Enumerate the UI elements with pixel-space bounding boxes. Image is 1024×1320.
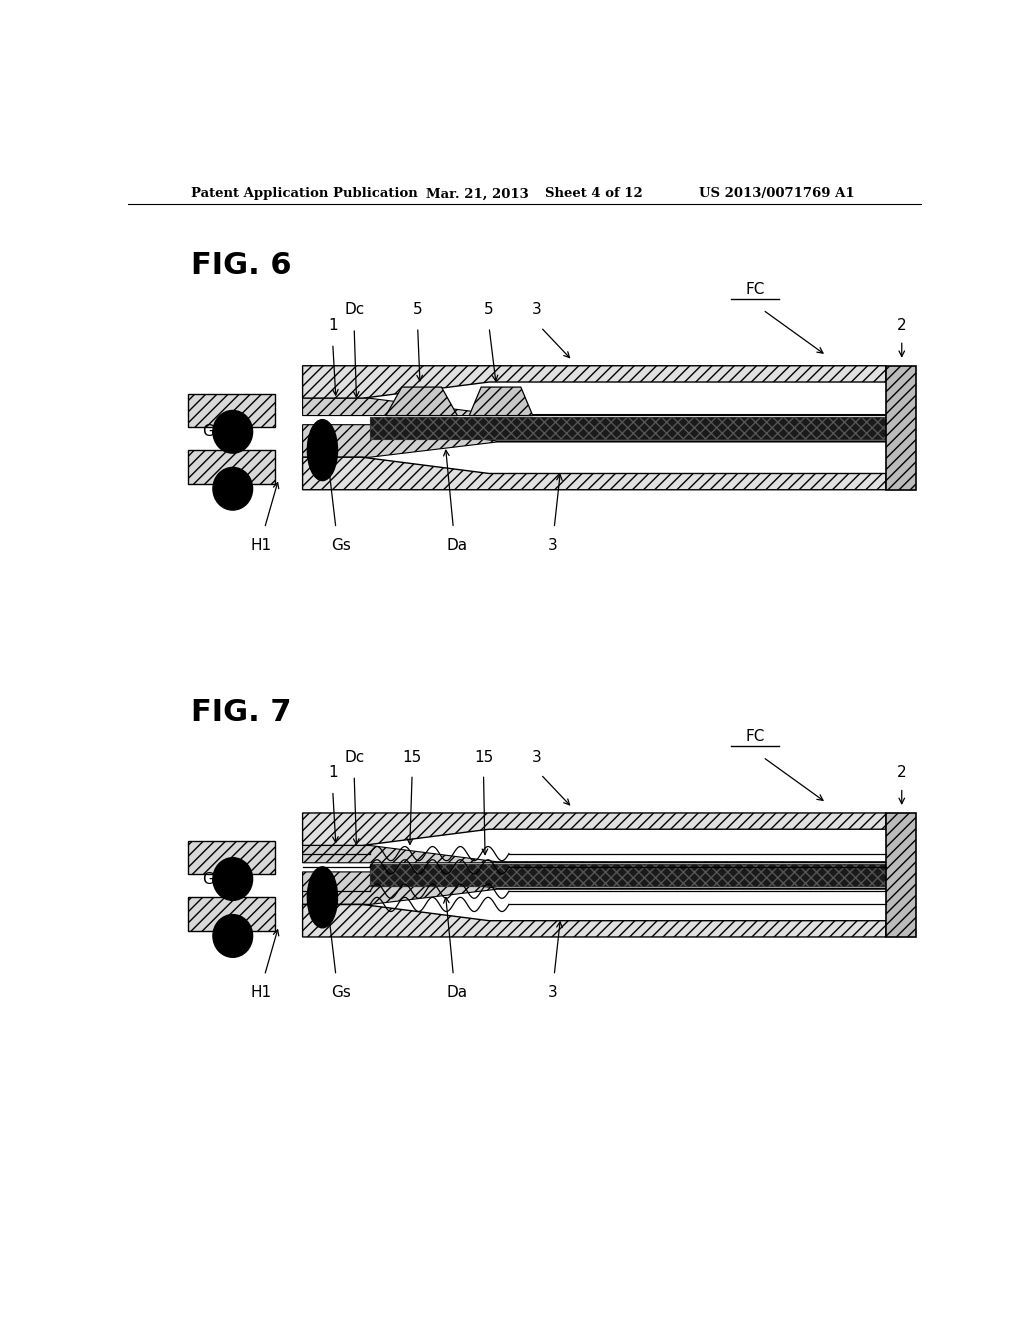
Text: Dc: Dc — [344, 302, 365, 317]
Text: FC: FC — [745, 282, 765, 297]
Polygon shape — [303, 873, 886, 904]
Text: Dc: Dc — [344, 750, 365, 764]
Ellipse shape — [213, 411, 253, 453]
Text: 5: 5 — [413, 302, 423, 317]
Text: Sheet 4 of 12: Sheet 4 of 12 — [545, 187, 642, 201]
Polygon shape — [303, 904, 886, 937]
Polygon shape — [370, 417, 886, 440]
Text: 1: 1 — [328, 764, 338, 780]
Text: H1: H1 — [251, 985, 272, 1001]
Text: Gs: Gs — [202, 424, 221, 440]
Text: 15: 15 — [402, 750, 422, 764]
Polygon shape — [303, 425, 886, 457]
Ellipse shape — [213, 467, 253, 510]
Text: Da: Da — [446, 539, 468, 553]
Text: 1: 1 — [328, 318, 338, 333]
Text: 3: 3 — [531, 750, 542, 764]
Ellipse shape — [213, 858, 253, 900]
Text: 5: 5 — [484, 302, 494, 317]
Text: 3: 3 — [548, 985, 557, 1001]
Polygon shape — [386, 387, 458, 416]
Polygon shape — [303, 366, 886, 399]
Polygon shape — [187, 841, 274, 874]
Polygon shape — [370, 863, 886, 886]
Polygon shape — [187, 395, 274, 426]
Text: 3: 3 — [531, 302, 542, 317]
Text: 3: 3 — [548, 539, 557, 553]
Text: Gs: Gs — [331, 539, 350, 553]
Bar — [886, 366, 916, 490]
Text: FIG. 7: FIG. 7 — [191, 698, 292, 727]
Text: 15: 15 — [474, 750, 494, 764]
Polygon shape — [469, 387, 532, 416]
Text: US 2013/0071769 A1: US 2013/0071769 A1 — [699, 187, 855, 201]
Text: Patent Application Publication: Patent Application Publication — [191, 187, 418, 201]
Ellipse shape — [307, 867, 338, 928]
Text: FC: FC — [745, 729, 765, 744]
Text: Mar. 21, 2013: Mar. 21, 2013 — [426, 187, 528, 201]
Text: 2: 2 — [897, 764, 906, 780]
Polygon shape — [303, 457, 886, 490]
Polygon shape — [303, 399, 886, 416]
Polygon shape — [303, 846, 886, 863]
Text: FIG. 6: FIG. 6 — [191, 251, 292, 280]
Text: 2: 2 — [897, 318, 906, 333]
Text: Da: Da — [446, 985, 468, 1001]
Polygon shape — [187, 898, 274, 931]
Text: Gs: Gs — [202, 871, 221, 887]
Polygon shape — [303, 813, 886, 846]
Text: H1: H1 — [251, 539, 272, 553]
Ellipse shape — [213, 915, 253, 957]
Bar — [886, 813, 916, 937]
Polygon shape — [187, 450, 274, 483]
Text: Gs: Gs — [331, 985, 350, 1001]
Ellipse shape — [307, 420, 338, 480]
